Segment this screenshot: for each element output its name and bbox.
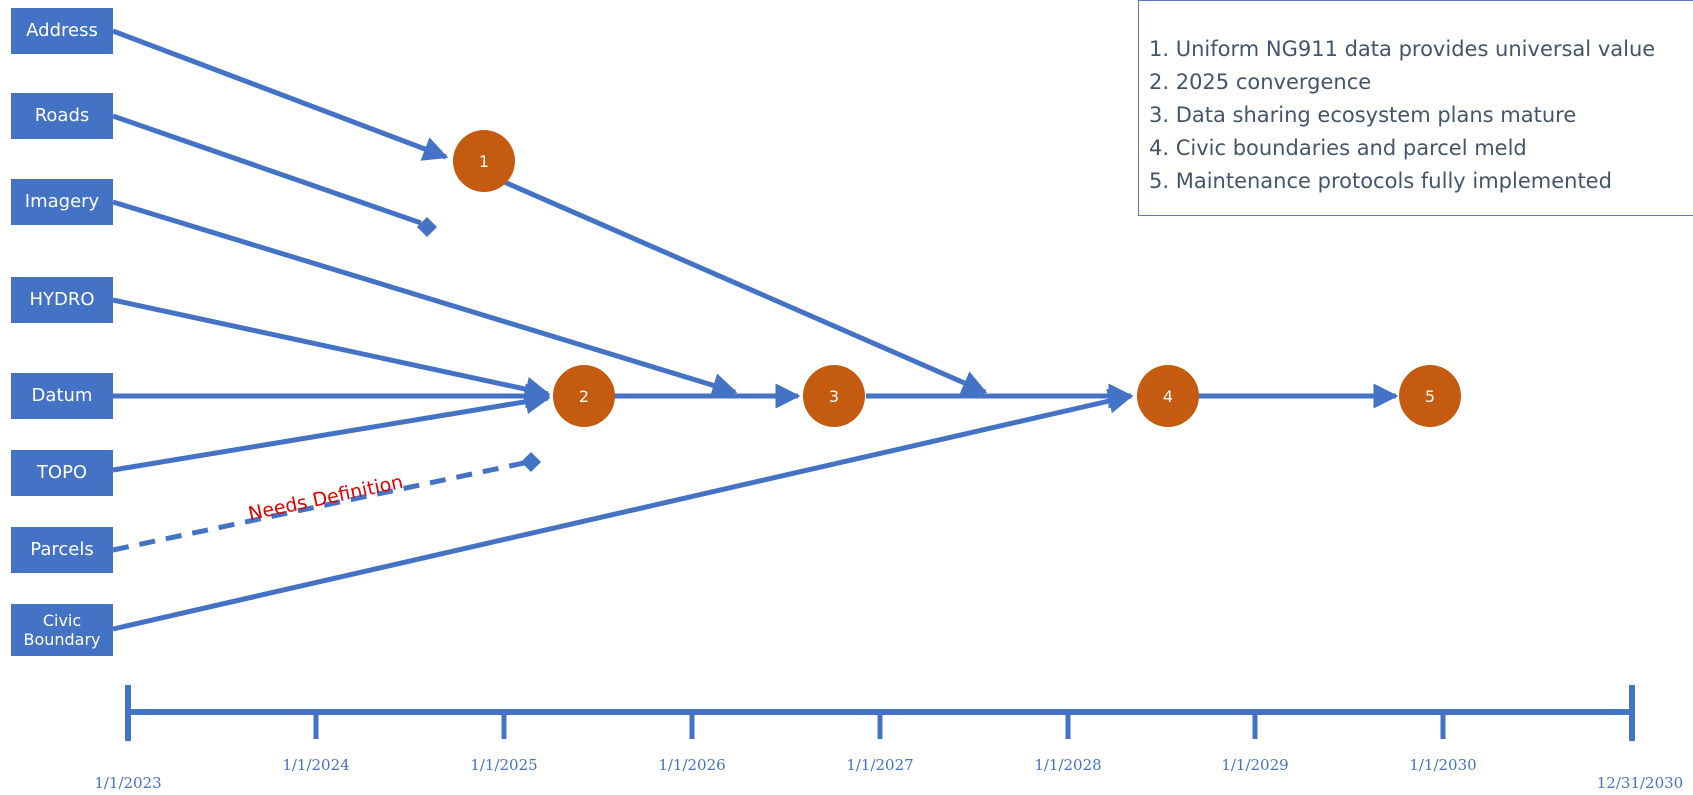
connector-1-to-main <box>500 178 988 395</box>
axis-tick-label-2030: 1/1/2030 <box>1409 756 1477 774</box>
roads-end-diamond <box>417 217 437 237</box>
legend-list: 1. Uniform NG911 data provides universal… <box>1149 33 1655 198</box>
legend-item-4: 4. Civic boundaries and parcel meld <box>1149 136 1527 160</box>
milestone-3-label: 3 <box>829 387 839 406</box>
legend-item-2: 2. 2025 convergence <box>1149 70 1372 94</box>
axis-tick-label-2028: 1/1/2028 <box>1034 756 1102 774</box>
parcels-end-diamond <box>521 452 541 472</box>
layer-box-imagery[interactable]: Imagery <box>11 179 113 225</box>
axis-tick-label-2024: 1/1/2024 <box>282 756 350 774</box>
legend-panel: 1. Uniform NG911 data provides universal… <box>1138 0 1693 216</box>
milestone-5-label: 5 <box>1425 387 1435 406</box>
connector-imagery <box>112 199 738 398</box>
legend-item-1: 1. Uniform NG911 data provides universal… <box>1149 37 1656 61</box>
milestone-1-label: 1 <box>479 152 489 171</box>
connector-civic-to-4 <box>112 388 1134 632</box>
legend-item-5: 5. Maintenance protocols fully implement… <box>1149 169 1612 193</box>
needs-definition-label: Needs Definition <box>246 471 405 525</box>
layer-box-parcels[interactable]: Parcels <box>11 527 113 573</box>
layer-box-roads[interactable]: Roads <box>11 93 113 139</box>
legend-item-3: 3. Data sharing ecosystem plans mature <box>1149 103 1577 127</box>
milestone-1-circle <box>453 130 515 192</box>
milestone-5-circle <box>1399 365 1461 427</box>
milestone-4-circle <box>1137 365 1199 427</box>
milestone-2-label: 2 <box>579 387 589 406</box>
milestone-2-circle <box>553 365 615 427</box>
layer-box-topo[interactable]: TOPO <box>11 450 113 496</box>
connector-roads <box>112 113 422 226</box>
connector-address-to-1 <box>112 28 449 161</box>
connector-hydro-to-2 <box>112 297 551 402</box>
milestone-3-circle <box>803 365 865 427</box>
axis-tick-label-2025: 1/1/2025 <box>470 756 538 774</box>
layer-box-address[interactable]: Address <box>11 8 113 54</box>
axis-tick-label-end: 12/31/2030 <box>1596 774 1684 792</box>
layer-box-civic-boundary[interactable]: Civic Boundary <box>11 604 113 656</box>
layer-box-hydro[interactable]: HYDRO <box>11 277 113 323</box>
connector-topo-to-2 <box>112 389 551 473</box>
axis-tick-label-2023: 1/1/2023 <box>94 774 162 792</box>
axis-tick-label-2026: 1/1/2026 <box>658 756 726 774</box>
milestone-4-label: 4 <box>1163 387 1173 406</box>
layer-box-datum[interactable]: Datum <box>11 373 113 419</box>
axis-tick-label-2027: 1/1/2027 <box>846 756 914 774</box>
axis-tick-label-2029: 1/1/2029 <box>1221 756 1289 774</box>
